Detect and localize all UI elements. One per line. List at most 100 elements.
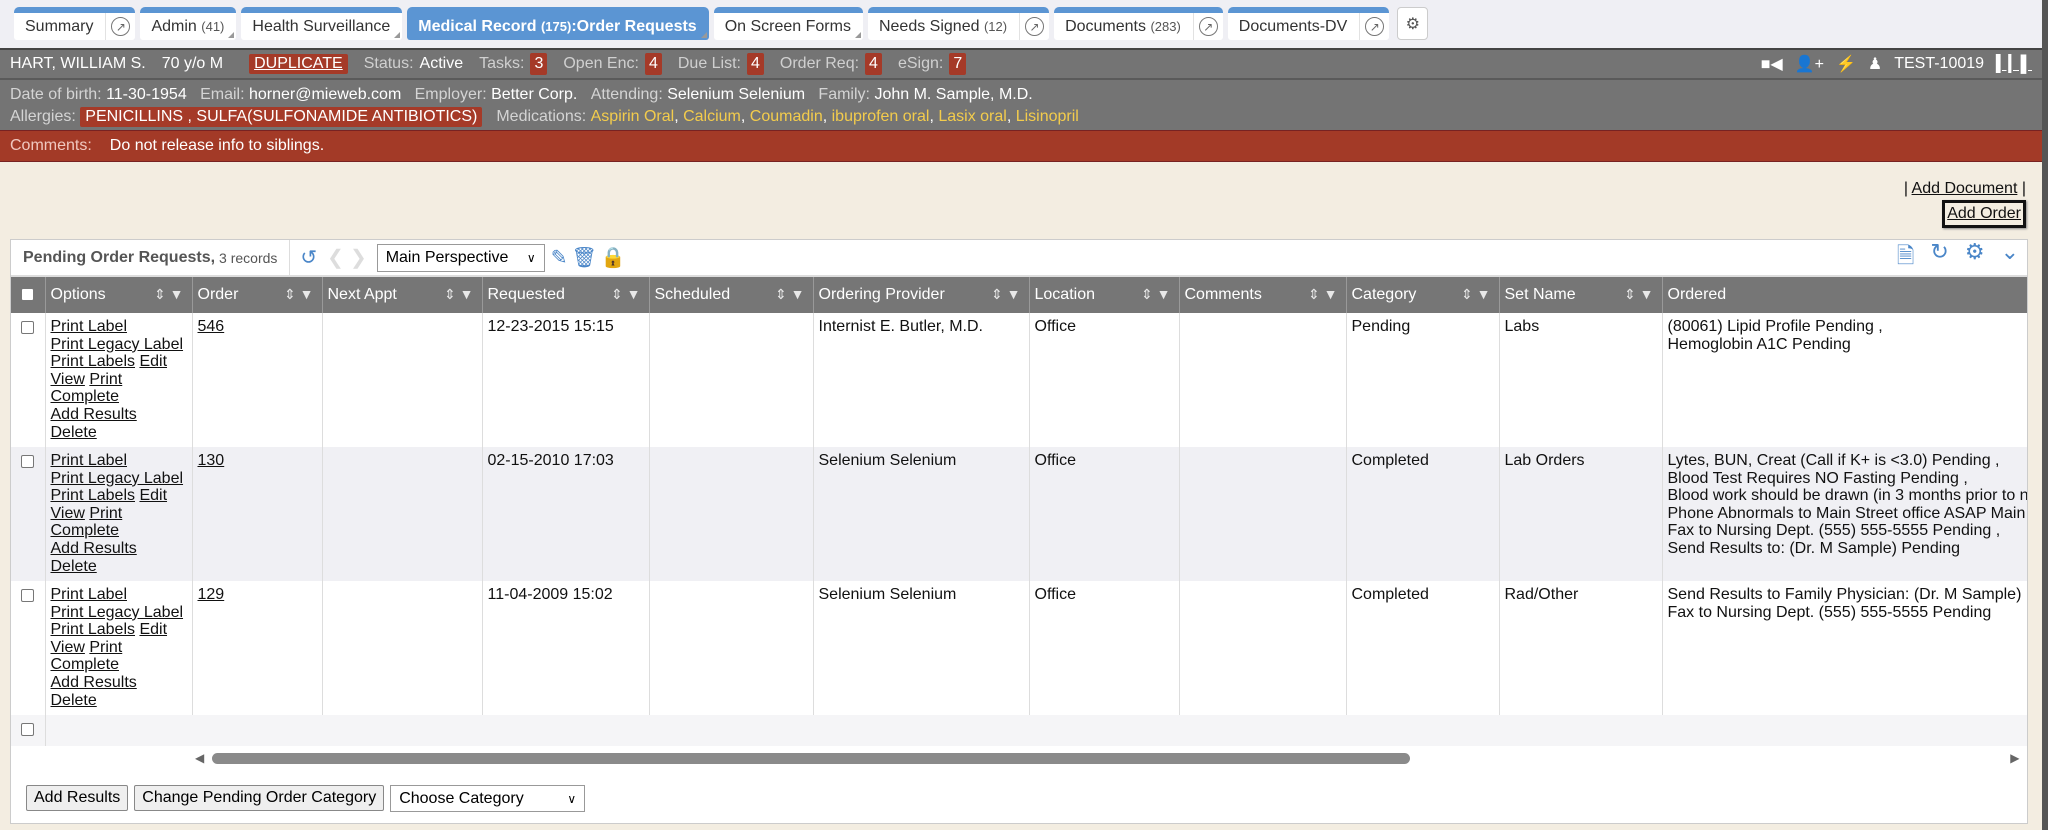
option-complete-link[interactable]: Complete (50, 522, 119, 540)
option-print-labels-link[interactable]: Print Labels (50, 487, 136, 505)
row-checkbox[interactable] (21, 455, 34, 468)
column-header-next-appt[interactable]: Next Appt ⇕ ▼ (322, 277, 483, 313)
open-enc-badge[interactable]: 4 (644, 53, 662, 75)
scroll-right-icon[interactable]: ▶ (2010, 751, 2020, 765)
option-edit-link[interactable]: Edit (139, 353, 168, 371)
option-print-legacy-label-link[interactable]: Print Legacy Label (50, 335, 184, 353)
chart-icon[interactable]: ▍▎▌ (1996, 56, 2032, 73)
tab-settings-gear-icon[interactable]: ⚙ (1397, 7, 1429, 40)
sort-filter-icon[interactable]: ⇕ ▼ (775, 286, 805, 302)
undo-icon[interactable]: ↺ (300, 247, 318, 269)
column-header-order[interactable]: Order ⇕ ▼ (192, 277, 323, 313)
column-header-set-name[interactable]: Set Name ⇕ ▼ (1499, 277, 1663, 313)
column-header-ordering-provider[interactable]: Ordering Provider ⇕ ▼ (813, 277, 1030, 313)
order-req-badge[interactable]: 4 (865, 53, 882, 75)
choose-category-select[interactable]: Choose Category ∨ (390, 785, 586, 812)
option-delete-link[interactable]: Delete (50, 691, 97, 709)
popout-button[interactable]: ↗ (1019, 13, 1049, 40)
option-print-label-link[interactable]: Print Label (50, 586, 128, 603)
sort-filter-icon[interactable]: ⇕ ▼ (1141, 286, 1171, 302)
popout-button[interactable]: ↗ (1192, 13, 1223, 40)
column-header-category[interactable]: Category ⇕ ▼ (1346, 277, 1500, 313)
tab-admin[interactable]: Admin (41) (140, 7, 237, 40)
option-view-link[interactable]: View (50, 638, 85, 656)
option-print-legacy-label-link[interactable]: Print Legacy Label (50, 603, 184, 621)
order-number-link[interactable]: 129 (197, 586, 225, 603)
tab-medical-record[interactable]: Medical Record (175):Order Requests (407, 7, 709, 40)
row-checkbox[interactable] (21, 321, 34, 334)
option-print-labels-link[interactable]: Print Labels (50, 353, 136, 371)
tab-needs-signed[interactable]: Needs Signed (12) ↗ (867, 7, 1050, 40)
trash-icon[interactable]: 🗑 (571, 247, 597, 269)
option-edit-link[interactable]: Edit (139, 487, 168, 505)
tab-on-screen-forms[interactable]: On Screen Forms (713, 7, 863, 40)
add-order-link[interactable]: Add Order (1942, 200, 2026, 228)
esign-badge[interactable]: 7 (949, 53, 967, 75)
change-category-button[interactable]: Change Pending Order Category (134, 785, 385, 811)
popout-button[interactable]: ↗ (1359, 13, 1389, 40)
previous-icon[interactable]: ❮ (327, 247, 344, 269)
option-print-label-link[interactable]: Print Label (50, 318, 128, 335)
option-print-link[interactable]: Print (89, 504, 123, 522)
column-header-comments[interactable]: Comments ⇕ ▼ (1179, 277, 1347, 313)
next-icon[interactable]: ❯ (349, 247, 367, 269)
tasks-badge[interactable]: 3 (530, 53, 548, 75)
option-view-link[interactable]: View (50, 504, 85, 522)
horizontal-scrollbar[interactable]: ◀ ▶ (195, 746, 2027, 770)
column-header-ordered[interactable]: Ordered (1662, 277, 2027, 313)
option-print-label-link[interactable]: Print Label (50, 452, 128, 469)
order-number-link[interactable]: 130 (197, 452, 225, 469)
scrollbar-thumb[interactable] (212, 752, 1411, 764)
tab-documents-dv[interactable]: Documents-DV ↗ (1227, 7, 1390, 40)
option-complete-link[interactable]: Complete (50, 388, 119, 406)
medication-item[interactable]: Coumadin (749, 108, 823, 125)
edit-icon[interactable]: ✎ (550, 247, 568, 269)
option-edit-link[interactable]: Edit (139, 621, 168, 639)
collapse-chevron-icon[interactable]: ⌄ (2000, 238, 2019, 264)
medication-item[interactable]: ibuprofen oral (831, 108, 930, 125)
document-icon[interactable]: 🗎 (1896, 242, 1915, 268)
add-results-button[interactable]: Add Results (26, 785, 129, 811)
row-checkbox[interactable] (21, 723, 34, 736)
popout-button[interactable]: ↗ (105, 13, 135, 40)
option-print-link[interactable]: Print (89, 370, 123, 388)
tab-documents[interactable]: Documents (283) ↗ (1054, 7, 1223, 40)
sort-filter-icon[interactable]: ⇕ ▼ (444, 286, 474, 302)
sort-filter-icon[interactable]: ⇕ ▼ (991, 286, 1021, 302)
duplicate-link[interactable]: DUPLICATE (249, 54, 348, 74)
add-user-icon[interactable]: 👤+ (1794, 56, 1824, 73)
option-add-results-link[interactable]: Add Results (50, 539, 137, 557)
option-print-labels-link[interactable]: Print Labels (50, 621, 136, 639)
sort-filter-icon[interactable]: ⇕ ▼ (154, 286, 184, 302)
due-list-badge[interactable]: 4 (747, 53, 764, 75)
lightning-icon[interactable]: ⚡ (1835, 56, 1856, 73)
column-header-options[interactable]: Options ⇕ ▼ (45, 277, 193, 313)
lock-icon[interactable]: 🔒 (600, 247, 626, 269)
refresh-icon[interactable]: ↻ (1930, 238, 1949, 264)
option-print-link[interactable]: Print (89, 638, 123, 656)
sort-filter-icon[interactable]: ⇕ ▼ (1624, 286, 1654, 302)
sort-filter-icon[interactable]: ⇕ ▼ (1461, 286, 1491, 302)
perspective-select[interactable]: Main Perspective ∨ (376, 243, 545, 272)
sort-filter-icon[interactable]: ⇕ ▼ (1308, 286, 1338, 302)
video-icon[interactable]: ■◀ (1760, 56, 1783, 73)
option-print-legacy-label-link[interactable]: Print Legacy Label (50, 469, 184, 487)
row-checkbox[interactable] (21, 589, 34, 602)
medication-item[interactable]: Aspirin Oral (590, 108, 675, 125)
sort-filter-icon[interactable]: ⇕ ▼ (284, 286, 314, 302)
option-add-results-link[interactable]: Add Results (50, 673, 137, 691)
medication-item[interactable]: Lisinopril (1015, 108, 1079, 125)
medication-item[interactable]: Calcium (683, 108, 741, 125)
column-header-scheduled[interactable]: Scheduled ⇕ ▼ (649, 277, 814, 313)
medication-item[interactable]: Lasix oral (938, 108, 1007, 125)
select-all-checkbox[interactable] (21, 287, 34, 301)
tab-health-surveillance[interactable]: Health Surveillance (241, 7, 403, 40)
option-delete-link[interactable]: Delete (50, 423, 97, 441)
order-number-link[interactable]: 546 (197, 318, 225, 335)
column-header-requested[interactable]: Requested ⇕ ▼ (482, 277, 650, 313)
add-document-link[interactable]: Add Document (1911, 180, 2018, 197)
option-delete-link[interactable]: Delete (50, 557, 97, 575)
scroll-left-icon[interactable]: ◀ (195, 751, 205, 765)
sort-filter-icon[interactable]: ⇕ ▼ (611, 286, 641, 302)
option-complete-link[interactable]: Complete (50, 656, 119, 674)
